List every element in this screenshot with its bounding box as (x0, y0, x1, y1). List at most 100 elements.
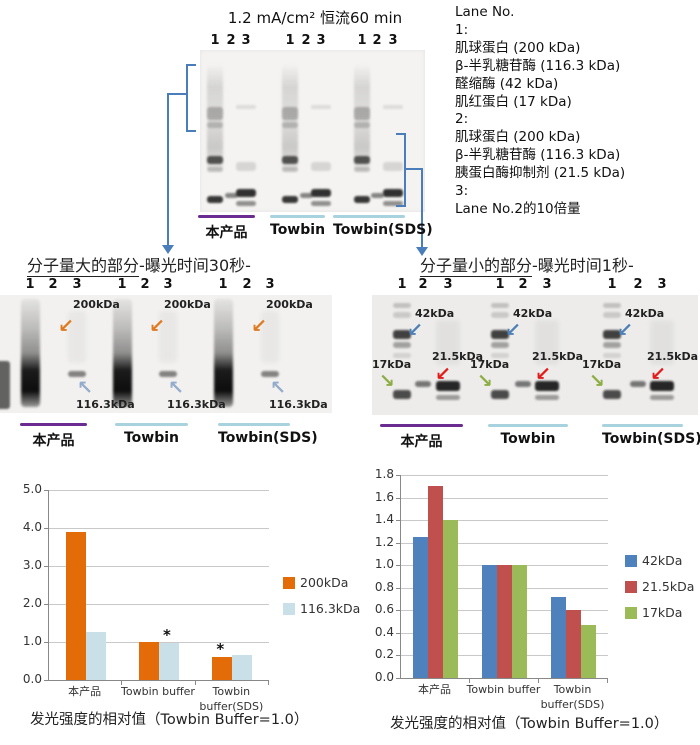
connector-line (168, 93, 186, 95)
section-header-small-mw: 分子量小的部分-曝光时间1秒- (420, 252, 634, 277)
lane-number: 2 (226, 33, 236, 48)
y-axis-tick-label: 0.2 (374, 647, 394, 662)
legend-label: 21.5kDa (642, 579, 695, 594)
gel-band (535, 381, 559, 391)
y-axis-tick-label: 1.0 (22, 634, 42, 648)
y-axis-tick-label: 1.8 (374, 467, 394, 481)
bar-42kDa-Towbin buffer (482, 565, 497, 678)
gel-band (236, 201, 256, 206)
y-axis-tick-mark (396, 520, 400, 522)
lane-number: 3 (316, 33, 326, 48)
gel-lane-smear (207, 64, 223, 170)
lane-legend-line: 胰蛋白酶抑制剂 (21.5 kDa) (455, 165, 626, 182)
gel-band (311, 105, 331, 109)
section-header-underlined: 分子量大的部分 (27, 256, 140, 277)
gel-band (261, 371, 279, 377)
gel-band (603, 330, 621, 339)
y-axis-tick-mark (396, 655, 400, 657)
gel-band (415, 381, 431, 387)
legend-label: 42kDa (642, 553, 683, 568)
y-axis-tick-label: 0.6 (374, 602, 394, 617)
gel-lane-smear (213, 299, 233, 407)
bar-116.3kDa-Towbin buffer (159, 642, 179, 680)
lane-number: 2 (633, 277, 643, 292)
group-label: Towbin (488, 424, 568, 447)
marker-21kda-label: 21.5kDa (647, 350, 698, 363)
lane-legend-line: Lane No.2的10倍量 (455, 200, 581, 217)
lane-number: 2 (140, 277, 150, 292)
legend-item: 21.5kDa (625, 579, 694, 594)
chart-plot-area (48, 490, 269, 681)
blue-arrow-icon: ↖ (77, 377, 93, 399)
gel-band (603, 353, 621, 358)
gel-band (603, 342, 621, 348)
y-axis-tick-label: 5.0 (22, 482, 42, 496)
y-axis-tick-label: 0.0 (22, 672, 42, 686)
lane-number: 1 (218, 277, 228, 292)
blue-arrow-icon: ↙ (407, 319, 423, 341)
legend-swatch-icon (283, 602, 295, 615)
group-label-text: Towbin(SDS) (218, 430, 318, 446)
gel-band (354, 196, 370, 203)
legend-label: 17kDa (642, 605, 683, 620)
gel-band (650, 395, 674, 400)
gel-large-mw-image: 200kDa ↙ 116.3kDa ↖ 200kDa ↙ 116.3kDa ↖ 200kDa ↙ 1… (0, 295, 332, 413)
y-axis-tick-label: 1.6 (374, 489, 394, 504)
lane-number: 3 (163, 277, 173, 292)
group-label: 本产品 (20, 423, 87, 450)
x-axis-tick-mark (469, 679, 470, 683)
chart-legend: 42kDa 21.5kDa 17kDa (625, 553, 694, 631)
lane-number: 1 (495, 277, 505, 292)
lane-number: 2 (301, 33, 311, 48)
gel-lane-faint-smear (535, 320, 559, 365)
blue-arrow-icon: ↙ (505, 319, 521, 341)
gel-lane-smear (282, 64, 298, 170)
lane-legend-line: β-半乳糖苷酶 (116.3 kDa) (455, 57, 621, 74)
x-category-label: Towbin buffer (466, 683, 541, 696)
gridline (401, 542, 608, 544)
group-underline-bar (270, 215, 325, 218)
y-axis-tick-mark (396, 542, 400, 544)
section-header-rest: -曝光时间30秒- (139, 256, 251, 275)
y-axis-tick-label: 0.0 (374, 670, 394, 684)
high-mw-bracket (186, 64, 196, 132)
gel-lane-faint-smear (650, 320, 674, 365)
bar-42kDa-本产品 (413, 537, 428, 678)
group-underline-bar (115, 423, 188, 426)
group-label: Towbin(SDS) (218, 423, 318, 446)
gel-band (393, 390, 411, 399)
blue-arrow-icon: ↖ (168, 377, 184, 399)
marker-200kda-label: 200kDa (266, 298, 313, 311)
gel-band (383, 162, 403, 171)
group-label-text: 本产品 (32, 433, 75, 449)
group-underline-bar (380, 424, 463, 427)
group-underline-bar (602, 424, 683, 427)
gel-band (207, 122, 223, 128)
bar-17kDa-Towbin buffer(SDS) (581, 625, 596, 678)
gel-band (299, 193, 313, 198)
group-label: Towbin (115, 423, 188, 446)
legend-swatch-icon (625, 580, 637, 593)
orange-arrow-icon: ↙ (251, 315, 267, 337)
gel-lane-faint-smear (159, 311, 177, 363)
lane-number: 2 (372, 33, 382, 48)
gel-band (282, 156, 298, 164)
gel-band (515, 381, 531, 387)
y-axis-tick-mark (396, 475, 400, 476)
orange-arrow-icon: ↙ (58, 315, 74, 337)
x-category-label: Towbin buffer (121, 685, 195, 698)
group-underline-bar (198, 215, 255, 218)
lane-legend-line: 肌红蛋白 (17 kDa) (455, 93, 572, 110)
lane-legend-line: 肌球蛋白 (200 kDa) (455, 129, 581, 146)
y-axis-tick-label: 2.0 (22, 596, 42, 610)
significance-asterisk: * (163, 625, 171, 644)
gel-band (354, 167, 370, 172)
gel-band (383, 201, 403, 206)
lane-number: 3 (542, 277, 552, 292)
group-label: 本产品 (380, 424, 463, 451)
gel-lane-faint-smear (261, 311, 279, 363)
gel-band (491, 342, 509, 348)
gel-band (393, 342, 411, 348)
gel-lane-faint-smear (68, 311, 86, 363)
